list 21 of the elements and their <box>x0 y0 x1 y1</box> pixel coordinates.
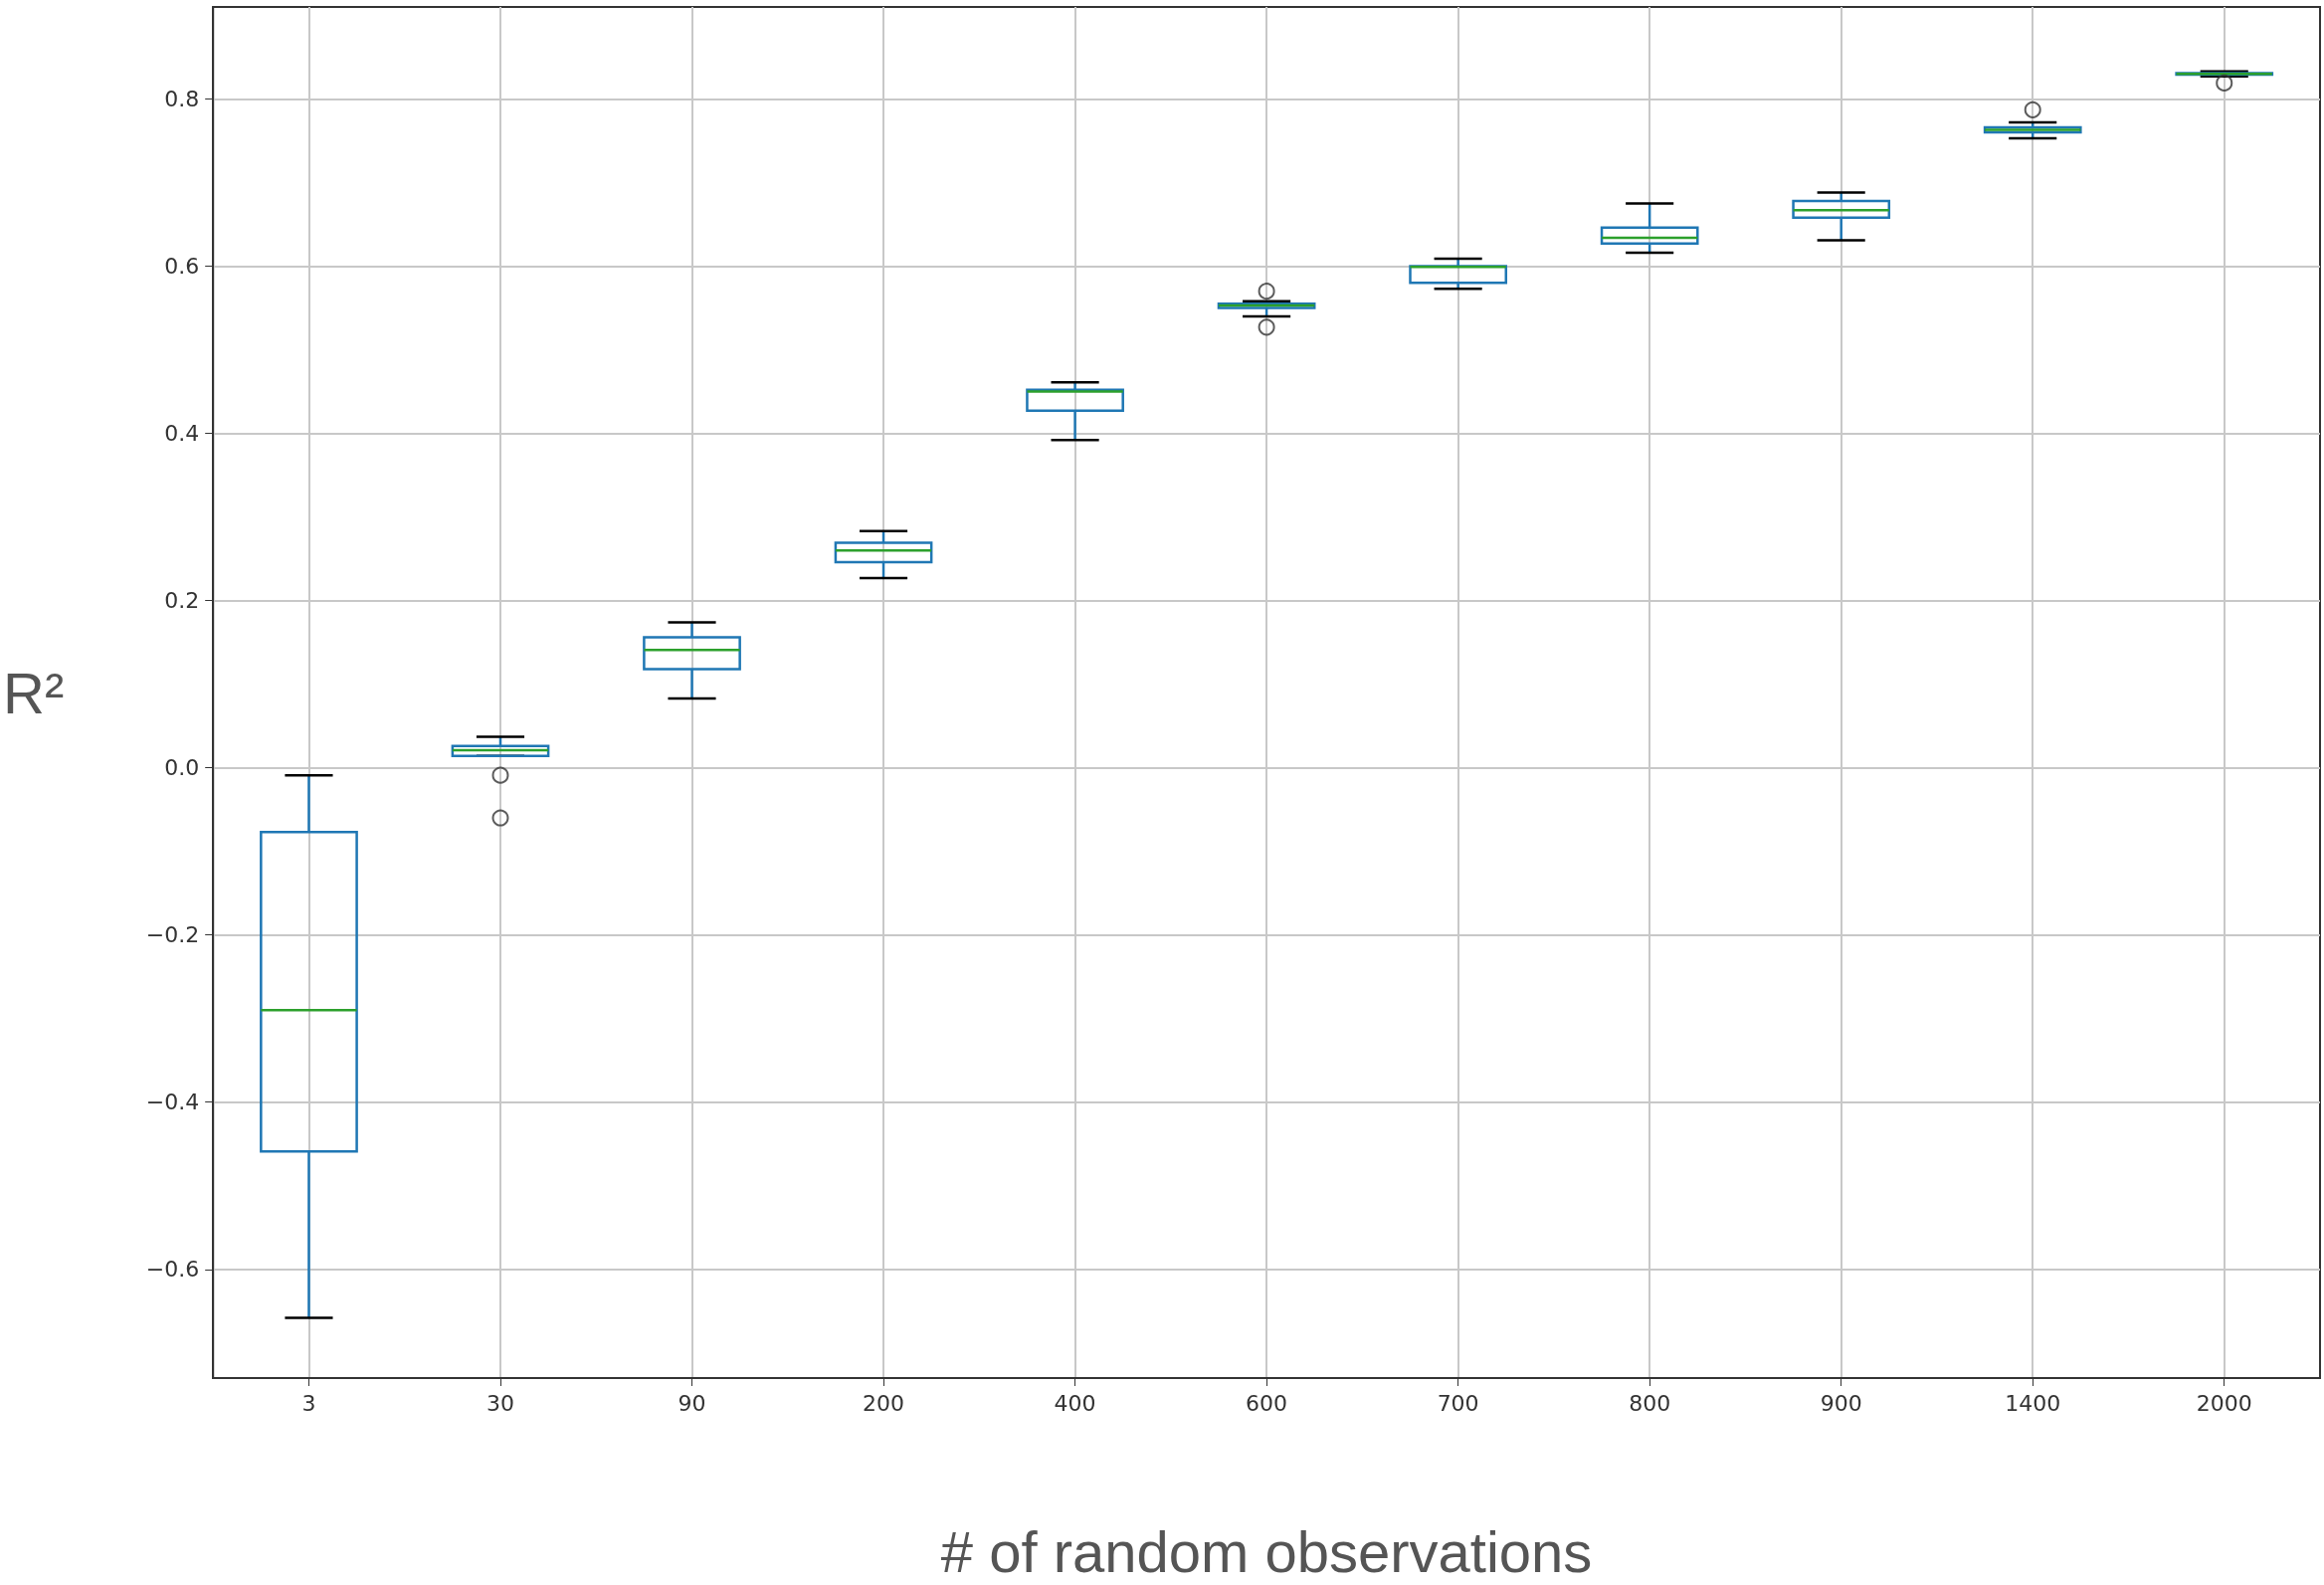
y-tick-label: 0.2 <box>164 588 200 614</box>
x-tick-label: 2000 <box>2196 1390 2252 1416</box>
y-tick-label: 0.0 <box>164 755 200 781</box>
x-tick-label: 3 <box>301 1390 316 1416</box>
x-tick-label: 1400 <box>2005 1390 2061 1416</box>
x-tick-label: 400 <box>1054 1390 1096 1416</box>
x-tick-label: 30 <box>485 1390 514 1416</box>
y-tick-label: −0.6 <box>145 1257 200 1283</box>
y-tick-label: −0.2 <box>145 922 200 948</box>
x-tick-label: 900 <box>1820 1390 1862 1416</box>
x-tick-label: 700 <box>1437 1390 1479 1416</box>
y-axis-title: R² <box>3 660 65 725</box>
x-tick-label: 600 <box>1246 1390 1288 1416</box>
x-axis-title: # of random observations <box>940 1518 1593 1584</box>
y-tick-label: 0.8 <box>164 86 200 111</box>
y-tick-label: 0.6 <box>164 253 200 279</box>
y-tick-label: 0.4 <box>164 421 200 447</box>
x-tick-label: 90 <box>678 1390 706 1416</box>
y-tick-label: −0.4 <box>145 1090 200 1115</box>
x-tick-label: 200 <box>863 1390 905 1416</box>
x-tick-label: 800 <box>1629 1390 1671 1416</box>
